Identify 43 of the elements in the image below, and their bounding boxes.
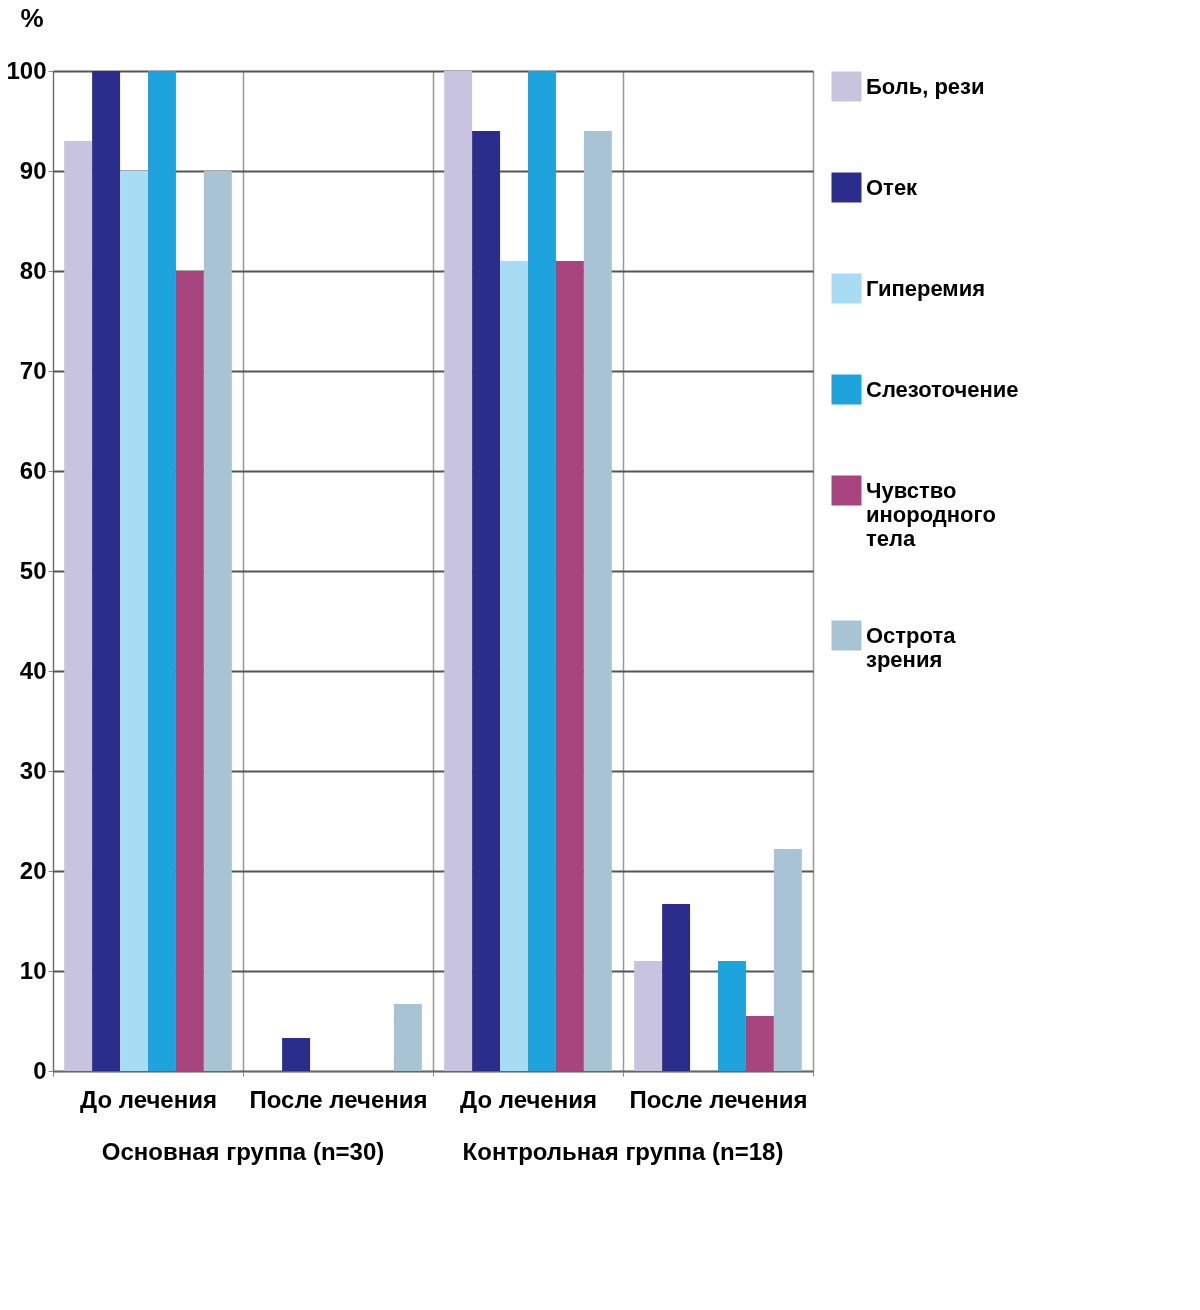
- y-tick-label: 50: [19, 556, 47, 584]
- bar: [500, 261, 528, 1071]
- bar: [120, 171, 148, 1071]
- bar: [555, 261, 584, 1071]
- y-tick-label: 100: [6, 56, 47, 84]
- bar: [282, 1038, 311, 1071]
- y-tick-label: 30: [19, 756, 47, 784]
- legend-label: Боль, рези: [866, 73, 985, 99]
- x-tick-label: После лечения: [249, 1085, 428, 1113]
- y-axis-title: %: [20, 2, 44, 33]
- bar: [203, 171, 232, 1071]
- bar: [583, 131, 612, 1071]
- y-tick-label: 60: [19, 456, 47, 484]
- bar: [148, 71, 176, 1071]
- legend-label: Острота зрения: [866, 622, 957, 672]
- bar: [92, 71, 121, 1071]
- bar: [175, 271, 204, 1071]
- text: Основная группа (n=30): [101, 1138, 385, 1165]
- bar: [64, 141, 93, 1071]
- y-tick-label: 20: [19, 856, 47, 884]
- bar: [393, 1004, 422, 1071]
- y-tick-label: 10: [19, 956, 47, 984]
- x-tick-label: До лечения: [80, 1085, 217, 1113]
- text: Контрольная группа (n=18): [462, 1138, 784, 1165]
- bar: [773, 849, 802, 1071]
- bar: [444, 71, 473, 1071]
- legend-label: Чувство инородного тела: [866, 477, 996, 551]
- legend-label: Гиперемия: [866, 275, 985, 301]
- bar: [634, 961, 663, 1071]
- y-tick-label: 70: [19, 356, 47, 384]
- bar: [745, 1016, 774, 1071]
- legend-label: Отек: [866, 174, 919, 200]
- y-tick-label: 0: [33, 1056, 47, 1084]
- y-tick-label: 40: [19, 656, 47, 684]
- y-tick-label: 90: [19, 156, 47, 184]
- bar: [528, 71, 556, 1071]
- bar: [472, 131, 501, 1071]
- bar: [662, 904, 691, 1071]
- y-tick-label: 80: [19, 256, 47, 284]
- bar: [718, 961, 746, 1071]
- x-tick-label: До лечения: [460, 1085, 597, 1113]
- legend-label: Слезоточение: [866, 376, 1019, 402]
- x-tick-label: После лечения: [629, 1085, 808, 1113]
